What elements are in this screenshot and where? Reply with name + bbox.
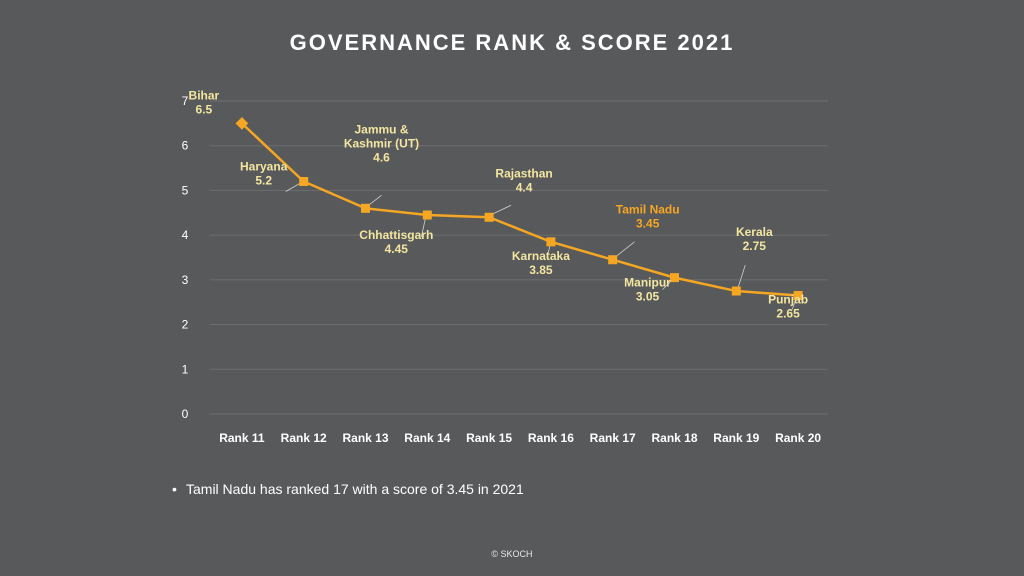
y-tick-label: 5: [182, 183, 189, 197]
x-tick-label: Rank 13: [342, 431, 388, 445]
leader-line: [420, 218, 426, 238]
data-label-name: Rajasthan: [495, 166, 552, 180]
data-markers: [235, 116, 803, 301]
y-tick-label: 6: [182, 139, 189, 153]
data-point: [235, 116, 249, 130]
data-label-name: Tamil Nadu: [616, 203, 680, 217]
y-axis-ticks: 0 1 2 3 4 5 6 7: [182, 94, 189, 421]
data-label-value: 3.85: [529, 263, 553, 277]
x-tick-label: Rank 18: [651, 431, 697, 445]
data-label-value: 2.75: [743, 239, 767, 253]
y-tick-label: 2: [182, 318, 189, 332]
leader-line: [791, 299, 797, 310]
series-line: [241, 122, 799, 297]
note-bullet: • Tamil Nadu has ranked 17 with a score o…: [172, 481, 524, 497]
leader-line: [491, 204, 512, 215]
data-label-value: 4.45: [385, 242, 409, 256]
leader-line: [285, 183, 300, 192]
data-label-name: Kerala: [736, 225, 773, 239]
y-tick-label: 1: [182, 362, 189, 376]
data-label-name: Jammu &: [354, 122, 408, 136]
copyright: © SKOCH: [491, 549, 533, 559]
data-point: [608, 255, 618, 265]
y-tick-label: 4: [182, 228, 189, 242]
data-point: [546, 237, 556, 247]
data-label-value: 5.2: [255, 173, 272, 187]
data-point: [422, 210, 432, 220]
leader-line: [546, 245, 551, 258]
leader-lines: [285, 183, 797, 310]
bullet-marker: •: [172, 481, 177, 497]
x-tick-label: Rank 15: [466, 431, 512, 445]
x-tick-label: Rank 17: [590, 431, 636, 445]
x-tick-label: Rank 11: [219, 431, 265, 445]
data-label-value: 4.6: [373, 150, 390, 164]
data-label-value: 2.65: [776, 307, 800, 321]
data-label-value: 6.5: [196, 102, 213, 116]
x-tick-label: Rank 14: [404, 431, 450, 445]
data-point: [299, 176, 309, 186]
data-label-name: Karnataka: [512, 249, 570, 263]
data-label-name: Punjab: [768, 293, 808, 307]
data-point: [793, 291, 803, 301]
data-point: [484, 212, 494, 222]
note-text: Tamil Nadu has ranked 17 with a score of…: [186, 481, 524, 497]
leader-line: [737, 264, 746, 288]
x-tick-label: Rank 20: [775, 431, 821, 445]
x-tick-label: Rank 12: [281, 431, 327, 445]
data-label-value: 4.4: [516, 180, 533, 194]
y-tick-label: 0: [182, 407, 189, 421]
data-label-name: Chhattisgarh: [359, 228, 433, 242]
data-point: [731, 286, 741, 296]
data-label-value: 3.05: [636, 290, 660, 304]
leader-line: [615, 241, 635, 258]
y-tick-label: 3: [182, 273, 189, 287]
x-tick-label: Rank 19: [713, 431, 759, 445]
data-point: [670, 273, 679, 283]
chart-title: GOVERNANCE RANK & SCORE 2021: [289, 30, 735, 55]
x-tick-label: Rank 16: [528, 431, 574, 445]
leader-line: [368, 194, 382, 206]
data-point: [361, 203, 370, 213]
data-label-name: Haryana: [240, 159, 288, 173]
x-axis-ticks: Rank 11 Rank 12 Rank 13 Rank 14 Rank 15 Rank …: [219, 431, 821, 445]
data-label-name: Kashmir (UT): [344, 136, 419, 150]
grid-lines: [210, 100, 828, 415]
y-tick-label: 7: [182, 94, 189, 108]
data-label-name: Bihar: [189, 88, 220, 102]
data-label-value: 3.45: [636, 217, 660, 231]
data-label-name: Manipur: [624, 276, 671, 290]
